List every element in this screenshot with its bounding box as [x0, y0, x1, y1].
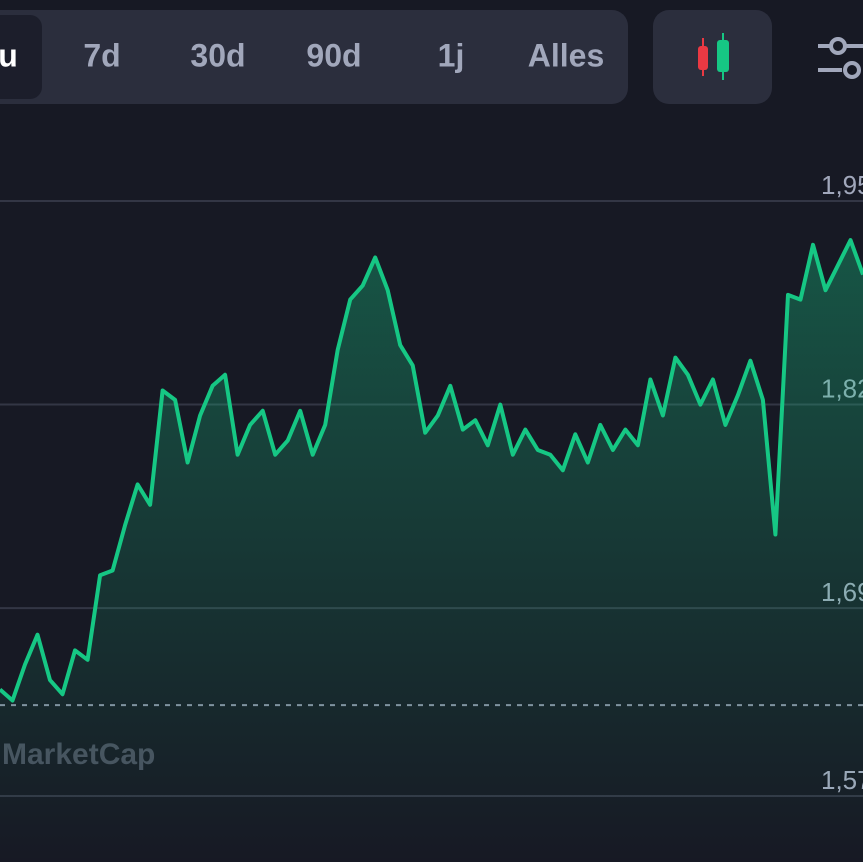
filter-icon[interactable]	[818, 37, 863, 79]
tab-label[interactable]: Alles	[528, 37, 604, 73]
tab-bar	[0, 10, 628, 104]
candle-icon	[698, 33, 729, 80]
tab-label[interactable]: 30d	[190, 37, 245, 73]
candle-button[interactable]	[653, 10, 772, 104]
area-fill	[0, 240, 863, 862]
y-tick-label: 1,95	[821, 170, 863, 200]
tab-label[interactable]: 7d	[83, 37, 120, 73]
tab-label[interactable]: 90d	[306, 37, 361, 73]
tab-label[interactable]: 1j	[438, 37, 465, 73]
tab-label[interactable]: u	[0, 37, 18, 73]
price-line	[0, 238, 863, 703]
active-tab[interactable]	[0, 15, 42, 99]
